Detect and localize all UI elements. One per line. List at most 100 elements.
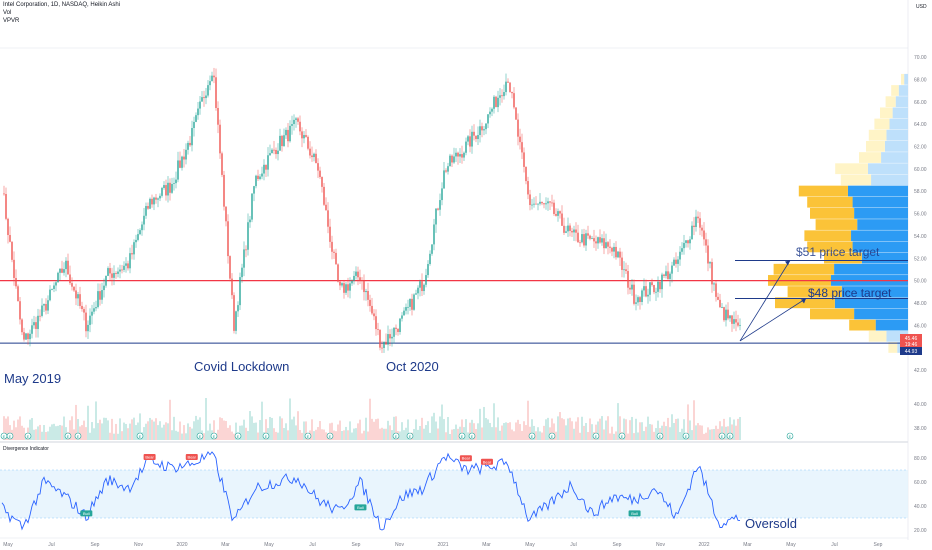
candle-down — [35, 322, 37, 329]
candle-down — [297, 118, 299, 122]
candle-down — [563, 225, 565, 233]
candle-down — [331, 241, 333, 252]
candle-up — [303, 135, 305, 139]
candle-down — [305, 135, 307, 137]
volume-bar — [347, 430, 349, 440]
volume-bar — [89, 432, 91, 440]
volume-bar — [29, 419, 31, 440]
volume-legend[interactable]: Vol — [3, 10, 12, 16]
volume-bar — [79, 426, 81, 440]
price-tick-label: 42.00 — [914, 368, 927, 374]
candle-down — [19, 301, 21, 320]
volume-bar — [165, 422, 167, 440]
volume-bar — [231, 431, 233, 440]
volume-bar — [7, 416, 9, 440]
volume-bar — [453, 429, 455, 440]
candle-down — [511, 91, 513, 94]
candle-up — [239, 277, 241, 306]
candle-down — [377, 329, 379, 330]
candle-up — [293, 119, 295, 125]
volume-bar — [325, 432, 327, 440]
candle-up — [263, 164, 265, 174]
candle-down — [317, 163, 319, 171]
candle-up — [567, 225, 569, 232]
price-tick-label: 54.00 — [914, 234, 927, 240]
volume-bar — [343, 430, 345, 440]
candle-down — [273, 149, 275, 151]
volume-profile-up-bar — [852, 196, 908, 208]
candle-down — [147, 206, 149, 209]
volume-bar — [441, 404, 443, 440]
volume-bar — [553, 423, 555, 440]
volume-profile-up-bar — [841, 286, 908, 297]
vpvr-legend[interactable]: VPVR — [3, 18, 20, 24]
earnings-marker — [392, 432, 400, 440]
candle-down — [67, 260, 69, 275]
volume-bar — [457, 428, 459, 440]
volume-profile-up-bar — [871, 174, 908, 186]
volume-bar — [633, 433, 635, 440]
volume-bar — [299, 430, 301, 440]
volume-bar — [513, 431, 515, 440]
candle-down — [369, 299, 371, 306]
volume-bar — [611, 426, 613, 440]
oscillator-line — [1, 451, 741, 531]
candle-down — [281, 135, 283, 147]
volume-bar — [479, 408, 481, 440]
candle-up — [489, 111, 491, 115]
volume-profile-up-bar — [898, 85, 908, 96]
volume-profile-up-bar — [886, 129, 908, 141]
candle-down — [385, 341, 387, 345]
volume-bar — [505, 422, 507, 440]
candle-down — [445, 170, 447, 172]
volume-bar — [687, 404, 689, 440]
candle-down — [715, 283, 717, 297]
volume-bar — [565, 425, 567, 440]
time-tick-label: 2022 — [698, 542, 709, 548]
volume-bar — [731, 424, 733, 440]
candle-up — [53, 285, 55, 290]
volume-bar — [669, 427, 671, 440]
volume-bar — [599, 418, 601, 440]
volume-bar — [455, 424, 457, 440]
volume-bar — [45, 432, 47, 440]
volume-bar — [123, 422, 125, 440]
volume-bar — [555, 431, 557, 440]
volume-bar — [163, 424, 165, 440]
candle-up — [25, 333, 27, 340]
volume-bar — [671, 414, 673, 440]
bear-signal-label-box — [480, 458, 493, 465]
volume-bar — [119, 418, 121, 440]
volume-bar — [187, 423, 189, 440]
price-tick-label: 70.00 — [914, 55, 927, 61]
candle-down — [697, 216, 699, 219]
volume-profile-down-bar — [868, 129, 887, 141]
time-tick-label: Mar — [482, 542, 491, 548]
earnings-marker — [74, 432, 82, 440]
time-tick-label: Nov — [395, 542, 404, 548]
volume-profile-down-bar — [804, 230, 852, 242]
annotation-oversold: Oversold — [745, 516, 797, 531]
volume-bar — [423, 428, 425, 440]
earnings-marker — [406, 432, 414, 440]
volume-bar — [373, 421, 375, 440]
candle-up — [249, 219, 251, 223]
earnings-marker-label: E — [789, 434, 792, 439]
candle-down — [461, 154, 463, 158]
candle-down — [667, 271, 669, 279]
volume-bar — [209, 423, 211, 440]
candle-down — [653, 285, 655, 293]
volume-bar — [449, 433, 451, 440]
time-tick-label: Nov — [134, 542, 143, 548]
volume-bar — [313, 431, 315, 440]
candle-down — [7, 218, 9, 236]
oscillator-tick-label: 80.00 — [914, 456, 927, 462]
volume-bar — [497, 417, 499, 440]
volume-bar — [407, 419, 409, 440]
annotation-48-target: $48 price target — [808, 286, 892, 300]
volume-profile-up-bar — [884, 140, 908, 152]
candle-up — [683, 242, 685, 249]
